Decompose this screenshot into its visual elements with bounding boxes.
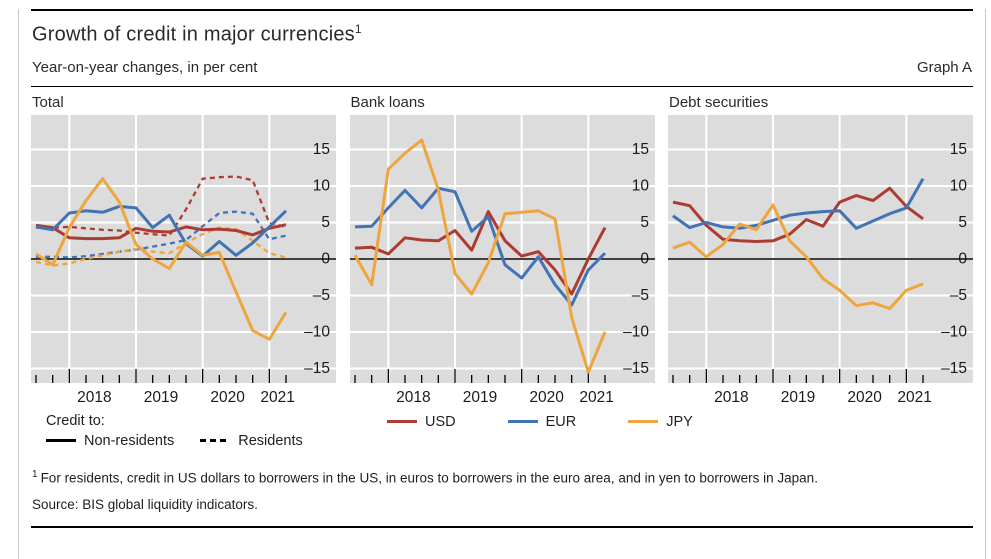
page-title: Growth of credit in major currencies1: [32, 22, 973, 47]
series-line-jpy-solid: [672, 203, 924, 310]
charts-row: Total 15 10 5 0 –5 –10 –15 2018 2019 2020 2021 Ban…: [31, 94, 973, 407]
page-subtitle: Year-on-year changes, in per cent: [32, 58, 258, 76]
series-line-eur-solid: [672, 177, 925, 230]
x-axis-year-label: 2018: [396, 389, 430, 406]
series-line-eur-solid: [354, 186, 606, 307]
source-note: Source: BIS global liquidity indicators.: [32, 497, 258, 513]
footnote-text: For residents, credit in US dollars to b…: [40, 470, 818, 486]
x-axis-year-label: 2021: [579, 389, 613, 406]
credit-to-label: Credit to:: [46, 412, 105, 429]
series-line-jpy-dashed: [35, 226, 287, 267]
top-rule: [31, 9, 973, 11]
y-axis-label: –10: [304, 323, 330, 340]
y-axis-label: 15: [313, 141, 330, 158]
panel-debt-securities: Debt securities 15 10 5 0 –5 –10 –15 2018 2019 20…: [668, 94, 973, 407]
title-footnote-marker: 1: [354, 22, 362, 36]
series-line-usd-solid: [672, 186, 924, 243]
usd-line-sample: [387, 419, 417, 424]
report-frame: Growth of credit in major currencies1 Ye…: [18, 9, 986, 559]
x-axis-year-label: 2018: [714, 389, 748, 406]
x-axis-year-label: 2020: [529, 389, 564, 406]
line-style-items: Non-residents Residents: [46, 433, 351, 449]
header-rule: [31, 85, 973, 87]
y-axis-label: –15: [304, 360, 330, 377]
panel-title-debt-securities: Debt securities: [669, 93, 769, 111]
panel-title-bank-loans: Bank loans: [350, 93, 425, 111]
currency-legend: USD EUR JPY: [387, 414, 693, 430]
y-axis-label: –10: [623, 323, 649, 340]
series-line-usd-solid: [35, 222, 287, 240]
x-axis-year-label: 2021: [260, 389, 294, 406]
y-axis-label: –5: [950, 287, 967, 304]
legend-jpy: JPY: [628, 414, 693, 430]
eur-label: EUR: [545, 413, 577, 430]
footnote-marker: 1: [32, 468, 38, 480]
y-axis-label: 15: [631, 141, 648, 158]
plot-background: [668, 114, 973, 383]
legend-non-residents: Non-residents: [46, 433, 174, 449]
eur-line-sample: [507, 419, 538, 424]
x-axis-year-label: 2021: [897, 389, 931, 406]
y-axis-label: 10: [631, 177, 649, 194]
usd-label: USD: [425, 413, 456, 430]
plot-background: [349, 114, 655, 383]
y-axis-label: 10: [313, 177, 331, 194]
page-title-text: Growth of credit in major currencies: [32, 23, 355, 46]
series-line-jpy-solid: [353, 138, 606, 374]
footnote: 1 For residents, credit in US dollars to …: [31, 469, 973, 486]
x-axis-year-label: 2020: [847, 389, 882, 406]
residents-label: Residents: [238, 432, 303, 449]
legend-eur: EUR: [507, 413, 577, 430]
report-content: Growth of credit in major currencies1 Ye…: [19, 9, 985, 529]
line-style-legend: Credit to: Non-residents Residents: [31, 413, 351, 449]
jpy-label: JPY: [666, 413, 693, 430]
y-axis-label: 5: [640, 214, 649, 231]
x-axis-year-label: 2019: [781, 389, 815, 406]
y-axis-label: –5: [631, 287, 648, 304]
y-axis-label: 10: [950, 177, 968, 194]
y-axis-label: –10: [941, 323, 967, 340]
x-axis-year-label: 2019: [144, 389, 178, 406]
y-axis-label: 5: [321, 214, 330, 231]
y-axis-label: –5: [313, 287, 330, 304]
series-line-eur-dashed: [36, 210, 287, 259]
non-residents-line-sample: [46, 438, 76, 443]
panel-total: Total 15 10 5 0 –5 –10 –15 2018 2019 2020 2021: [31, 94, 336, 407]
subtitle-row: Year-on-year changes, in per cent Graph …: [31, 59, 973, 76]
bottom-rule: [31, 526, 973, 529]
y-axis-label: 5: [958, 214, 967, 231]
series-line-usd-solid: [354, 209, 606, 296]
x-axis-year-label: 2018: [77, 389, 111, 406]
series-line-jpy-solid: [35, 176, 288, 341]
residents-line-sample: [200, 438, 231, 443]
plot-background: [31, 114, 336, 383]
legend-row: Credit to: Non-residents Residents USD: [31, 413, 973, 449]
x-axis-year-label: 2019: [462, 389, 496, 406]
legend-usd: USD: [387, 414, 456, 430]
non-residents-label: Non-residents: [84, 432, 175, 449]
x-axis-year-label: 2020: [210, 389, 245, 406]
legend-residents: Residents: [200, 432, 303, 449]
jpy-line-sample: [628, 419, 659, 424]
panel-bank-loans: Bank loans 15 10 5 0 –5 –10 –15 2018 2019 2020 202…: [349, 93, 655, 407]
graph-label: Graph A: [916, 58, 972, 76]
y-axis-label: 15: [950, 141, 967, 158]
y-axis-label: –15: [623, 360, 649, 377]
panel-title-total: Total: [32, 93, 64, 111]
y-axis-label: –15: [941, 360, 967, 377]
